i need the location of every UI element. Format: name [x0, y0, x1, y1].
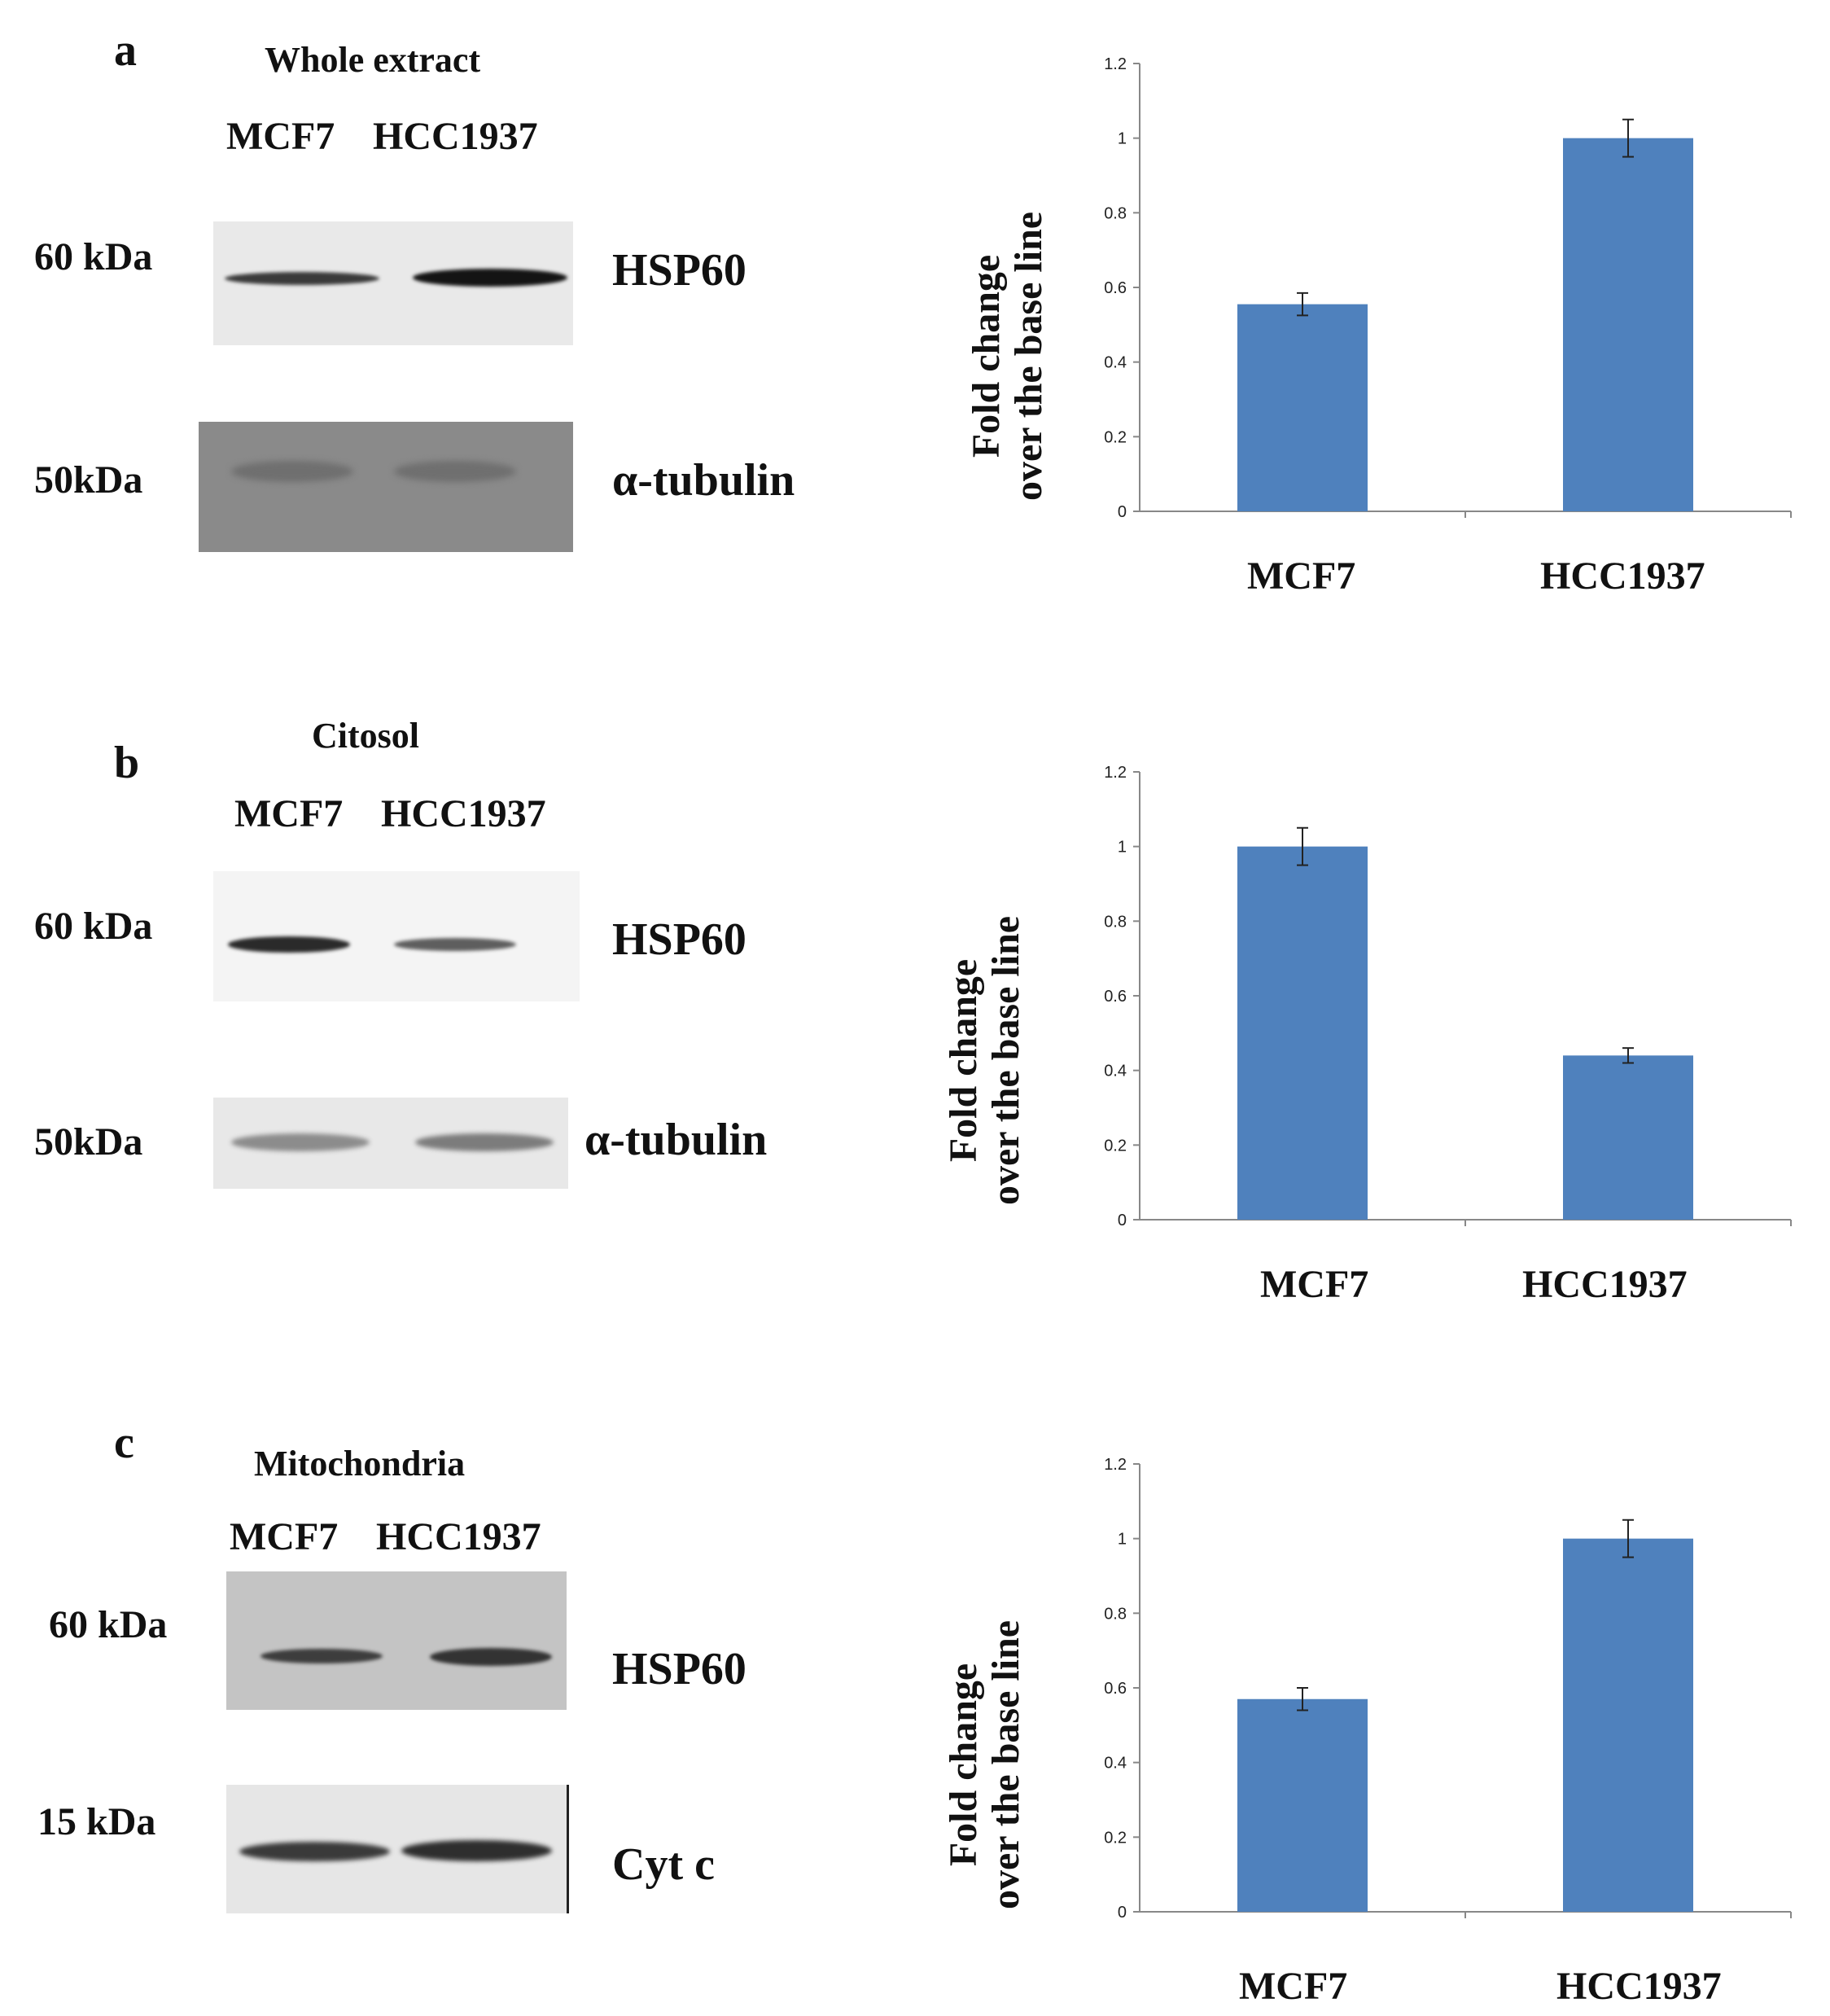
kda-label: 60 kDa — [34, 235, 153, 278]
kda-label: 50kDa — [34, 1120, 143, 1164]
panel-letter-a: a — [114, 25, 137, 76]
lane-label-mcf7: MCF7 — [226, 115, 335, 158]
y-tick-label: 0.4 — [1104, 1063, 1127, 1080]
section-title-citosol: Citosol — [312, 716, 419, 756]
lane-label-hcc1937: HCC1937 — [373, 115, 538, 158]
panel-letter-b: b — [114, 738, 140, 788]
blot-band — [231, 461, 353, 482]
protein-label-tubulin: α-tubulin — [584, 1115, 768, 1165]
y-tick-label: 0.2 — [1104, 428, 1127, 446]
lane-label-hcc1937: HCC1937 — [381, 792, 546, 835]
y-tick-label: 0.8 — [1104, 1605, 1127, 1623]
western-blot-hsp60 — [226, 1571, 567, 1710]
bar-hcc1937 — [1563, 1538, 1693, 1912]
protein-label-cytc: Cyt c — [612, 1839, 715, 1890]
x-category-hcc1937: HCC1937 — [1540, 554, 1705, 598]
bar-mcf7 — [1237, 846, 1368, 1220]
y-tick-label: 0.6 — [1104, 1680, 1127, 1698]
section-title-whole-extract: Whole extract — [265, 40, 481, 80]
y-tick-label: 0.6 — [1104, 988, 1127, 1006]
x-category-hcc1937: HCC1937 — [1522, 1263, 1688, 1306]
y-tick-label: 1.2 — [1104, 1456, 1127, 1474]
y-axis-label: Fold change over the base line — [942, 1619, 1027, 1909]
western-blot-tubulin — [213, 1098, 568, 1189]
y-tick-label: 0.6 — [1104, 279, 1127, 297]
protein-label-hsp60: HSP60 — [612, 1644, 746, 1694]
protein-label-tubulin: α-tubulin — [612, 455, 795, 506]
western-blot-cytc — [226, 1785, 569, 1913]
lane-label-hcc1937: HCC1937 — [376, 1515, 541, 1558]
y-tick-label: 0 — [1118, 503, 1127, 521]
bar-hcc1937 — [1563, 1055, 1693, 1220]
blot-band — [394, 938, 516, 951]
bar-hcc1937 — [1563, 138, 1693, 511]
y-tick-label: 1 — [1118, 1531, 1127, 1549]
blot-band — [231, 1133, 370, 1151]
lane-label-mcf7: MCF7 — [230, 1515, 339, 1558]
y-tick-label: 0 — [1118, 1212, 1127, 1229]
kda-label: 15 kDa — [37, 1800, 156, 1843]
y-tick-label: 0.2 — [1104, 1137, 1127, 1155]
kda-label: 50kDa — [34, 458, 143, 502]
y-tick-label: 1.2 — [1104, 55, 1127, 73]
y-tick-label: 0.8 — [1104, 913, 1127, 931]
lane-label-mcf7: MCF7 — [234, 792, 344, 835]
y-tick-label: 0 — [1118, 1904, 1127, 1922]
x-category-mcf7: MCF7 — [1260, 1263, 1369, 1306]
y-tick-label: 1 — [1118, 130, 1127, 148]
y-tick-label: 0.8 — [1104, 204, 1127, 222]
protein-label-hsp60: HSP60 — [612, 245, 746, 296]
x-category-hcc1937: HCC1937 — [1556, 1965, 1722, 2008]
bar-mcf7 — [1237, 1698, 1368, 1912]
kda-label: 60 kDa — [49, 1603, 168, 1646]
western-blot-hsp60 — [213, 871, 580, 1001]
kda-label: 60 kDa — [34, 905, 153, 948]
blot-band — [394, 461, 516, 482]
blot-band — [415, 1133, 554, 1151]
blot-band — [401, 1840, 552, 1861]
y-tick-label: 1 — [1118, 839, 1127, 857]
blot-band — [225, 272, 379, 285]
y-axis-label: Fold change over the base line — [942, 915, 1027, 1205]
blot-band — [413, 269, 567, 287]
blot-band — [239, 1842, 390, 1861]
y-tick-label: 1.2 — [1104, 764, 1127, 782]
y-axis-label: Fold change over the base line — [965, 211, 1050, 501]
x-category-mcf7: MCF7 — [1247, 554, 1356, 598]
western-blot-tubulin — [199, 422, 573, 552]
x-category-mcf7: MCF7 — [1239, 1965, 1348, 2008]
bar-chart-a: 0 0.2 0.4 0.6 0.8 1 1.2 — [1104, 55, 1792, 521]
panel-letter-c: c — [114, 1418, 134, 1468]
western-blot-hsp60 — [213, 221, 573, 345]
blot-band — [260, 1649, 383, 1663]
bar-chart-c: 0 0.2 0.4 0.6 0.8 1 1.2 — [1104, 1456, 1792, 1922]
y-tick-label: 0.4 — [1104, 1755, 1127, 1773]
y-tick-label: 0.2 — [1104, 1829, 1127, 1847]
blot-band — [228, 936, 350, 953]
section-title-mitochondria: Mitochondria — [254, 1444, 466, 1484]
y-tick-label: 0.4 — [1104, 354, 1127, 372]
blot-band — [430, 1648, 552, 1666]
protein-label-hsp60: HSP60 — [612, 914, 746, 965]
bar-chart-b: 0 0.2 0.4 0.6 0.8 1 1.2 — [1104, 764, 1792, 1229]
bar-mcf7 — [1237, 304, 1368, 511]
